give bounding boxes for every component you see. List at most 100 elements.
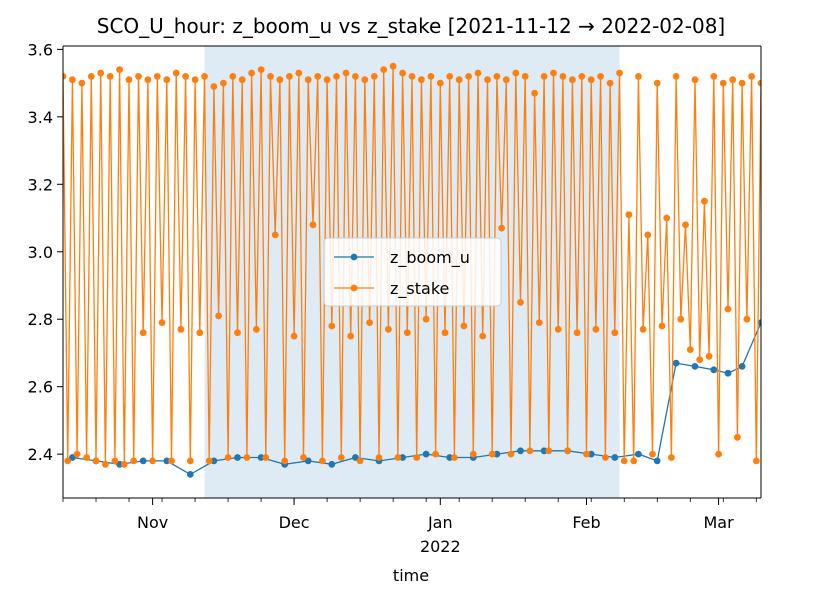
data-point-z_stake-105 — [554, 325, 562, 333]
data-point-z_stake-139 — [715, 450, 722, 458]
data-point-z_stake-60 — [342, 69, 350, 77]
data-point-z_stake-87 — [469, 450, 477, 458]
data-point-z_stake-21 — [158, 319, 166, 326]
data-point-z_stake-58 — [333, 73, 340, 80]
y-tick-label-4: 3.2 — [28, 175, 53, 194]
data-point-z_stake-117 — [611, 329, 619, 337]
data-point-z_stake-1 — [64, 457, 72, 465]
data-point-z_boom_u-26 — [672, 359, 680, 367]
data-point-z_stake-97 — [517, 299, 524, 306]
data-point-z_stake-94 — [502, 76, 510, 84]
series-z_stake — [63, 62, 761, 468]
data-point-z_stake-77 — [422, 315, 430, 323]
data-point-z_stake-128 — [663, 214, 671, 222]
data-point-z_stake-89 — [479, 332, 487, 340]
data-point-z_stake-78 — [427, 73, 435, 80]
x-tick-label-3: Feb — [572, 513, 600, 532]
legend-marker-z_boom_u — [350, 253, 358, 261]
data-point-z_stake-13 — [120, 460, 128, 468]
data-point-z_stake-39 — [243, 454, 251, 461]
data-point-z_stake-134 — [691, 76, 699, 84]
data-point-z_boom_u-24 — [635, 450, 642, 458]
data-point-z_stake-59 — [337, 454, 345, 461]
data-point-z_stake-81 — [441, 329, 449, 337]
data-point-z_stake-125 — [649, 450, 656, 458]
data-point-z_stake-15 — [130, 457, 138, 465]
data-point-z_stake-52 — [304, 76, 312, 84]
data-point-z_stake-127 — [658, 322, 666, 330]
data-point-z_stake-91 — [488, 450, 496, 458]
data-point-z_stake-69 — [385, 325, 392, 333]
data-point-z_stake-57 — [328, 322, 336, 330]
data-point-z_stake-86 — [465, 73, 472, 80]
data-point-z_stake-90 — [484, 76, 491, 84]
data-point-z_stake-112 — [587, 76, 595, 84]
data-point-z_stake-93 — [498, 224, 505, 232]
y-tick-label-1: 2.6 — [28, 378, 53, 397]
data-point-z_stake-143 — [734, 433, 741, 441]
data-point-z_stake-33 — [215, 312, 223, 320]
data-point-z_boom_u-11 — [328, 460, 336, 468]
data-point-z_stake-30 — [201, 73, 208, 80]
data-point-z_stake-8 — [97, 69, 105, 77]
x-tick-label-1: Dec — [279, 513, 310, 532]
data-point-z_stake-133 — [686, 346, 694, 353]
x-tick-label-2: Jan — [427, 513, 453, 532]
data-point-z_stake-98 — [521, 73, 529, 80]
data-point-z_boom_u-7 — [234, 454, 241, 461]
data-point-z_stake-63 — [356, 457, 364, 465]
data-point-z_stake-145 — [743, 315, 751, 323]
series-group — [63, 62, 761, 478]
data-point-z_stake-135 — [696, 356, 704, 364]
data-point-z_stake-50 — [295, 69, 303, 77]
data-point-z_stake-136 — [701, 197, 708, 205]
data-point-z_stake-111 — [583, 450, 590, 458]
data-point-z_stake-11 — [111, 457, 119, 465]
legend-marker-z_stake — [350, 284, 358, 292]
data-point-z_stake-71 — [394, 454, 402, 461]
data-point-z_stake-100 — [531, 89, 538, 97]
data-point-z_stake-44 — [267, 73, 274, 80]
data-point-z_stake-107 — [564, 447, 571, 455]
data-point-z_stake-22 — [163, 76, 171, 84]
data-point-z_stake-119 — [620, 457, 628, 465]
y-tick-label-5: 3.4 — [28, 108, 53, 127]
data-point-z_stake-27 — [186, 457, 194, 465]
data-point-z_stake-109 — [573, 329, 581, 337]
data-point-z_stake-79 — [432, 450, 439, 458]
data-point-z_stake-40 — [248, 69, 256, 77]
data-point-z_boom_u-12 — [352, 454, 359, 461]
data-point-z_stake-122 — [635, 73, 642, 80]
data-point-z_boom_u-4 — [163, 457, 171, 465]
data-point-z_stake-96 — [512, 69, 520, 77]
data-point-z_stake-66 — [370, 73, 378, 80]
data-point-z_stake-114 — [597, 73, 604, 80]
data-point-z_stake-141 — [724, 305, 732, 313]
data-point-z_stake-23 — [168, 457, 175, 465]
data-point-z_stake-106 — [559, 73, 567, 80]
data-point-z_stake-101 — [535, 319, 543, 326]
data-point-z_boom_u-22 — [587, 450, 595, 458]
data-point-z_stake-34 — [220, 79, 227, 87]
data-point-z_stake-67 — [375, 454, 383, 461]
data-point-z_stake-12 — [116, 66, 123, 73]
data-point-z_stake-123 — [639, 325, 647, 333]
data-point-z_stake-29 — [196, 329, 204, 337]
data-point-z_stake-76 — [418, 76, 425, 84]
data-point-z_stake-138 — [710, 73, 718, 80]
data-point-z_stake-110 — [578, 73, 586, 80]
data-point-z_stake-64 — [361, 76, 369, 84]
data-point-z_stake-144 — [738, 79, 746, 87]
data-point-z_boom_u-10 — [304, 457, 312, 465]
data-point-z_stake-46 — [276, 76, 284, 84]
data-point-z_stake-82 — [446, 73, 454, 80]
x-tick-label-0: Nov — [137, 513, 168, 532]
data-point-z_stake-51 — [300, 454, 307, 461]
data-point-z_stake-38 — [238, 76, 246, 84]
data-point-z_stake-65 — [366, 319, 373, 326]
y-tick-label-0: 2.4 — [28, 445, 53, 464]
data-point-z_stake-56 — [323, 76, 331, 84]
data-point-z_stake-28 — [191, 76, 199, 84]
data-point-z_boom_u-16 — [446, 454, 454, 461]
